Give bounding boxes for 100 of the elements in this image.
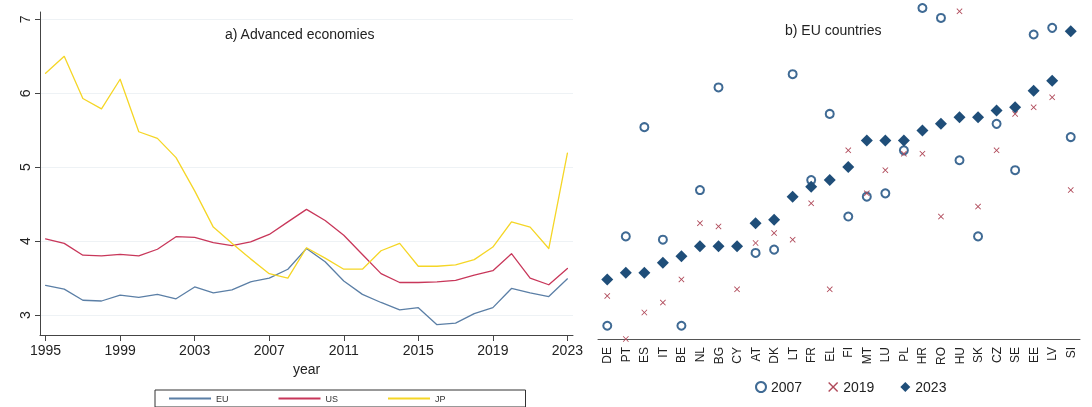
x-tick-label: 1995: [30, 342, 62, 358]
point: [657, 234, 668, 245]
point: [937, 213, 944, 220]
point: [749, 217, 762, 230]
point: [1064, 25, 1077, 38]
x-tick-label: LU: [878, 347, 893, 363]
point: [713, 82, 724, 93]
point: [1067, 187, 1074, 194]
x-tick-label: HR: [915, 346, 930, 365]
point: [676, 320, 687, 331]
point: [916, 124, 929, 137]
x-tick-label: ES: [637, 347, 652, 364]
point: [768, 213, 781, 226]
point: [917, 3, 928, 13]
x-tick-label: CZ: [989, 347, 1004, 363]
x-tick-label: PT: [618, 346, 633, 363]
x-tick-label: PL: [896, 346, 911, 362]
x-tick-label: RO: [933, 347, 948, 365]
point: [769, 244, 780, 255]
point: [935, 12, 946, 23]
point: [1028, 29, 1039, 40]
point: [805, 180, 818, 193]
x-tick-label: 1999: [104, 342, 136, 358]
x-tick-label: SE: [1008, 347, 1023, 364]
point: [843, 211, 854, 222]
point: [823, 174, 836, 187]
point: [1049, 94, 1056, 101]
point: [601, 273, 614, 286]
x-tick-label: IT: [655, 346, 670, 358]
point: [934, 117, 947, 130]
point: [845, 147, 852, 154]
point: [786, 190, 799, 203]
point: [954, 155, 965, 166]
point: [860, 134, 873, 147]
point: [712, 240, 725, 253]
point: [990, 104, 1003, 117]
point: [750, 247, 761, 258]
point: [696, 220, 703, 227]
point: [824, 108, 835, 119]
point: [900, 150, 907, 157]
point: [882, 167, 889, 174]
x-tick-label: SK: [971, 347, 986, 364]
point: [1010, 165, 1021, 176]
point: [602, 320, 613, 331]
x-axis-title: year: [292, 360, 321, 377]
point: [863, 190, 870, 197]
point: [639, 122, 650, 133]
y-tick-label: 4: [17, 237, 33, 246]
point: [991, 118, 1002, 129]
x-tick-label: FI: [841, 347, 856, 358]
x-tick-label: LT: [785, 346, 800, 361]
point: [880, 188, 891, 199]
x-tick-label: LV: [1045, 347, 1060, 361]
text: a) Advanced economies: [225, 26, 375, 42]
y-tick-label: 5: [17, 163, 33, 172]
x-tick-label: BG: [711, 347, 726, 365]
point: [897, 134, 910, 147]
x-tick-label: EL: [822, 346, 837, 362]
point: [604, 292, 611, 299]
point: [1047, 22, 1058, 33]
y-tick-label: 7: [17, 15, 33, 24]
x-tick-label: 2007: [253, 342, 286, 358]
point: [1046, 74, 1059, 87]
y-tick-label: 6: [17, 89, 33, 98]
point: [1012, 110, 1019, 117]
point: [693, 240, 706, 253]
y-tick-label: 3: [17, 310, 33, 319]
point: [752, 240, 759, 247]
x-tick-label: MT: [859, 346, 874, 365]
x-tick-label: AT: [748, 346, 763, 362]
point: [953, 111, 966, 124]
legend-label: EU: [216, 393, 229, 404]
line-series: [44, 247, 569, 326]
point: [1027, 84, 1040, 97]
line-series: [44, 208, 569, 286]
x-tick-label: 2023: [551, 342, 584, 358]
point: [787, 69, 798, 80]
point: [975, 203, 982, 210]
x-tick-label: HU: [952, 347, 967, 365]
x-tick-label: EE: [1026, 347, 1041, 364]
point: [675, 250, 688, 263]
point: [808, 200, 815, 207]
point: [1009, 101, 1022, 114]
point: [973, 231, 984, 242]
point: [656, 256, 669, 269]
x-tick-label: 2003: [179, 342, 211, 358]
point: [659, 299, 666, 306]
point: [638, 266, 651, 279]
legend-label: US: [325, 393, 339, 404]
x-tick-label: DE: [600, 347, 615, 364]
text: b) EU countries: [785, 22, 882, 38]
x-tick-label: DK: [767, 347, 782, 364]
line-series: [44, 55, 569, 279]
point: [620, 231, 631, 242]
x-tick-label: CY: [730, 347, 745, 364]
x-tick-label: FR: [804, 346, 819, 363]
point: [619, 266, 632, 279]
legend-label: 2023: [915, 379, 947, 395]
point: [1065, 132, 1076, 143]
x-tick-label: 2015: [402, 342, 435, 358]
